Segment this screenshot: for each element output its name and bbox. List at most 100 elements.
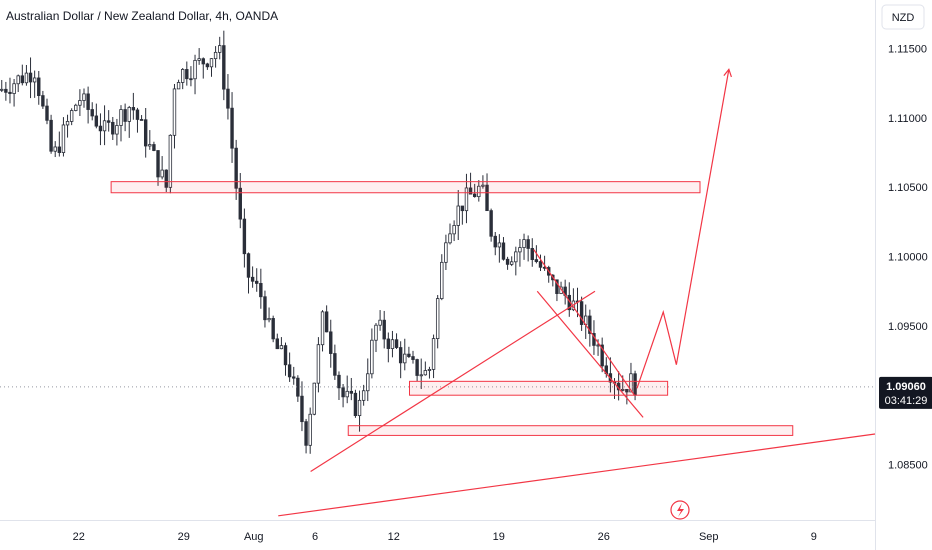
candle-body (24, 72, 29, 84)
trend-line (310, 290, 596, 472)
candle-body (477, 185, 481, 198)
candle-body (222, 45, 226, 90)
x-tick-label: Aug (244, 531, 264, 543)
candle-body (361, 390, 366, 401)
x-tick-label: 19 (493, 531, 505, 543)
candle-body (341, 387, 345, 398)
candle-body (481, 184, 485, 187)
candle-body (20, 75, 25, 84)
candle-body (180, 69, 185, 83)
candle-body (143, 119, 148, 147)
candle-body (349, 390, 354, 394)
candle-body (538, 261, 543, 268)
candle-body (205, 63, 210, 68)
candle-body (74, 104, 78, 111)
y-tick-label: 1.11500 (888, 44, 927, 56)
candle-body (440, 261, 444, 300)
candle-body (530, 248, 534, 261)
candle-body (390, 339, 395, 349)
candle-body (82, 93, 86, 101)
candle-body (526, 239, 530, 249)
candle-body (329, 331, 333, 354)
candle-body (213, 51, 218, 60)
projection-path (636, 69, 730, 389)
chart-title: Australian Dollar / New Zealand Dollar, … (6, 9, 278, 23)
currency-button-label: NZD (892, 12, 915, 24)
candle-body (579, 301, 584, 325)
candle-body (497, 242, 502, 248)
candle-body (250, 276, 255, 282)
candle-body (131, 107, 136, 111)
candle-body (119, 109, 123, 126)
flash-icon (670, 500, 690, 520)
price-badge-price: 1.09060 (886, 381, 926, 393)
candle-body (621, 388, 625, 391)
candle-body (518, 247, 522, 253)
candle-body (509, 261, 514, 265)
candle-body (472, 193, 477, 198)
x-tick-label: 22 (73, 531, 85, 543)
candle-body (263, 296, 267, 321)
y-tick-label: 1.09500 (888, 321, 928, 333)
candle-body (230, 107, 234, 149)
flash-icon-bolt (677, 503, 684, 517)
candle-body (94, 115, 99, 127)
candle-body (300, 395, 304, 423)
candle-body (324, 311, 329, 333)
candle-body (522, 239, 526, 248)
candle-body (106, 120, 111, 123)
candle-body (267, 318, 271, 321)
candle-body (629, 373, 633, 393)
candle-body (209, 58, 214, 68)
candle-body (41, 95, 45, 107)
trend-line (536, 290, 644, 418)
candle-body (32, 77, 37, 83)
candle-body (320, 311, 325, 346)
x-tick-label: 12 (388, 531, 400, 543)
candle-body (111, 121, 115, 135)
candle-body (588, 315, 592, 334)
candle-body (115, 125, 119, 135)
candle-body (555, 279, 559, 294)
candle-body (279, 345, 284, 350)
candle-body (625, 388, 629, 393)
candle-body (57, 146, 62, 153)
candle-body (176, 82, 181, 90)
candle-body (378, 319, 382, 326)
currency-button-frame (881, 4, 925, 30)
candle-body (456, 205, 460, 226)
candle-body (427, 369, 432, 371)
plot-area (0, 0, 875, 520)
candle-body (292, 376, 296, 379)
x-tick-label: 26 (598, 531, 610, 543)
candle-body (337, 374, 341, 389)
candle-body (415, 359, 419, 376)
x-tick-label: 9 (811, 531, 817, 543)
candle-body (86, 93, 90, 110)
candle-body (0, 88, 4, 91)
candle-body (596, 344, 600, 347)
candle-body (234, 147, 238, 189)
candle-body (45, 105, 49, 121)
candle-body (493, 235, 497, 248)
candle-body (287, 364, 292, 378)
arrowhead (723, 68, 732, 78)
candle-body (316, 344, 321, 384)
candle-body (156, 150, 160, 178)
x-tick-label: Sep (699, 531, 719, 543)
candle-body (398, 347, 403, 364)
candle-body (411, 356, 415, 360)
candle-body (407, 353, 411, 357)
y-tick-label: 1.08500 (888, 460, 928, 472)
candle-body (90, 109, 94, 117)
candle-body (218, 45, 222, 53)
candle-body (386, 338, 391, 349)
trend-line (533, 249, 635, 396)
y-tick-label: 1.11000 (888, 113, 927, 125)
candle-body (275, 338, 279, 350)
candle-body (489, 210, 493, 237)
candle-body (201, 58, 205, 65)
currency-button[interactable]: NZD (881, 4, 925, 30)
candle-body (419, 374, 423, 377)
